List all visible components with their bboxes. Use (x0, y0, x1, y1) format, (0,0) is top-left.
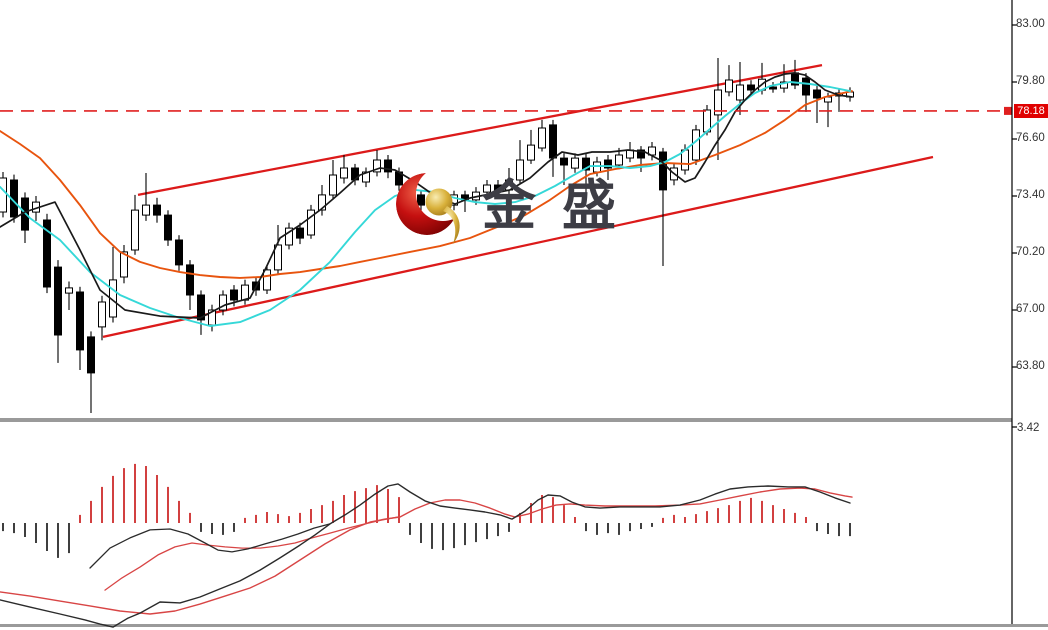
candle-bullish (516, 159, 524, 181)
candle-bearish (637, 149, 645, 159)
candle-bullish (373, 159, 381, 173)
logo-gold-tail (443, 205, 460, 244)
candle-bearish (296, 227, 304, 239)
candle-bullish (120, 251, 128, 278)
candle-bullish (65, 287, 73, 294)
candle-bullish (274, 244, 282, 271)
candle-bullish (538, 127, 546, 149)
candle-bearish (802, 77, 810, 96)
trendline (137, 63, 823, 197)
candle-bearish (54, 266, 62, 336)
candle-bullish (725, 79, 733, 93)
trend-channel-lines (102, 63, 934, 339)
price-axis-tick: 76.60 (1016, 132, 1045, 144)
price-axis-tick: 73.40 (1016, 189, 1045, 201)
brand-logo-icon (394, 161, 472, 252)
watermark: 金盛 (394, 163, 642, 249)
candle-bullish (780, 81, 788, 89)
candle-bullish (340, 167, 348, 179)
candle-bullish (527, 144, 535, 161)
price-axis-tick: 83.00 (1016, 18, 1045, 30)
candle-bearish (76, 291, 84, 351)
bottom-border (0, 624, 1048, 627)
candle-bearish (659, 151, 667, 191)
candle-bullish (483, 184, 491, 193)
trendline (102, 155, 934, 339)
candle-bearish (197, 294, 205, 321)
candle-bullish (131, 209, 139, 251)
candle-bullish (285, 227, 293, 246)
candle-bearish (43, 219, 51, 288)
price-marker (1004, 106, 1012, 115)
last-price-tag: 78.18 (1014, 104, 1048, 118)
ma-fast-black (0, 72, 853, 319)
dea-line (0, 487, 853, 615)
candle-bearish (747, 84, 755, 91)
candle-bearish (582, 157, 590, 171)
candle-bullish (241, 284, 249, 301)
candle-bearish (813, 89, 821, 99)
macd-histogram (2, 463, 851, 558)
dif-secondary-line (89, 523, 331, 569)
candle-bullish (692, 129, 700, 161)
candle-bearish (384, 159, 392, 173)
candlestick-series (0, 58, 854, 413)
candle-bearish (560, 157, 568, 166)
dif-line (0, 483, 851, 628)
candle-bullish (142, 204, 150, 216)
candle-bullish (219, 294, 227, 311)
candle-bearish (604, 159, 612, 169)
candle-bullish (571, 157, 579, 169)
macd-scale-label: 3.42 (1017, 422, 1040, 434)
price-axis-tick: 79.80 (1016, 75, 1045, 87)
candle-bearish (494, 184, 502, 191)
candle-bullish (318, 194, 326, 211)
price-axis-tick: 67.00 (1016, 303, 1045, 315)
candle-bullish (307, 209, 315, 236)
candle-bearish (164, 214, 172, 241)
candle-bearish (87, 336, 95, 374)
price-axis-tick: 70.20 (1016, 246, 1045, 258)
ma-mid-cyan (0, 81, 851, 327)
candle-bullish (736, 84, 744, 101)
candle-bearish (230, 289, 238, 301)
candle-bearish (175, 239, 183, 266)
candle-bullish (98, 301, 106, 328)
candle-bullish (615, 154, 623, 166)
candle-bullish (0, 177, 7, 213)
watermark-text: 金盛 (482, 176, 642, 236)
last-price-level (0, 106, 1012, 115)
price-axis-tick: 63.80 (1016, 360, 1045, 372)
candle-bearish (153, 204, 161, 216)
candle-bearish (549, 124, 557, 159)
candle-bearish (186, 264, 194, 296)
moving-average-lines (0, 72, 853, 327)
panel-separator (0, 418, 1012, 422)
candle-bearish (769, 86, 777, 90)
macd-lines (0, 483, 853, 628)
candle-bullish (714, 89, 722, 116)
candle-bullish (329, 174, 337, 196)
candle-bullish (263, 269, 271, 291)
